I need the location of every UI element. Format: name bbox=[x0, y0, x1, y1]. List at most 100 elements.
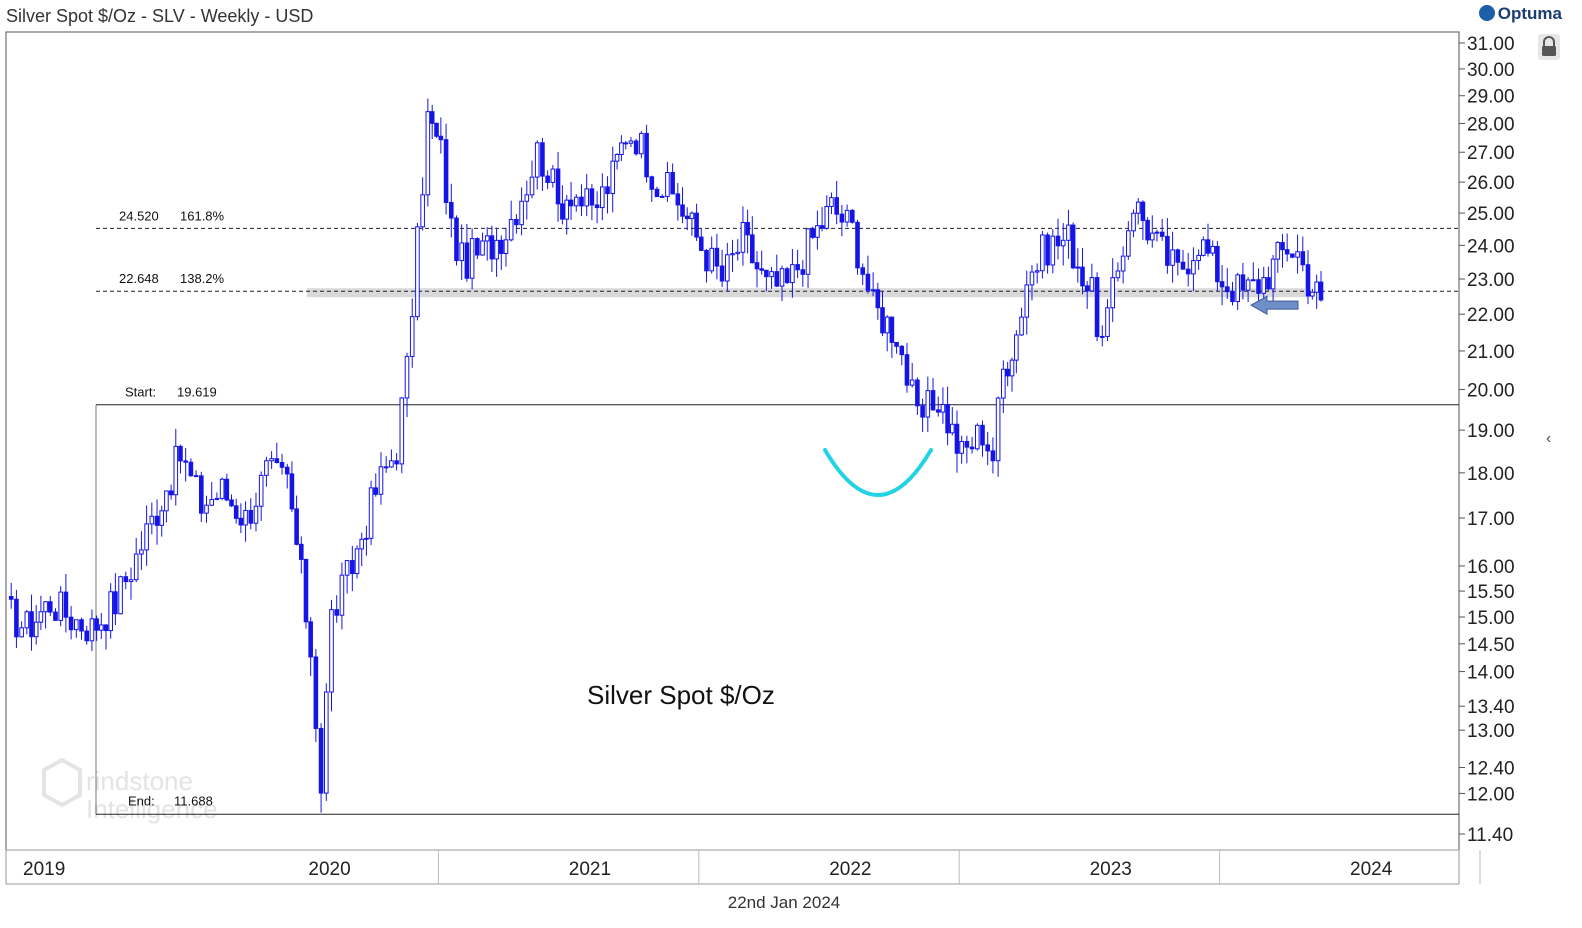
y-tick-label: 30.00 bbox=[1467, 60, 1515, 81]
candle-body bbox=[824, 205, 830, 229]
candle-body bbox=[84, 630, 90, 642]
candle-body bbox=[248, 509, 254, 524]
candle-body bbox=[1185, 268, 1191, 275]
candle-body bbox=[464, 242, 470, 279]
candle-body bbox=[529, 176, 535, 196]
annotations: 24.520 161.8% 22.648 138.2% Start: 19.619 End:… bbox=[119, 208, 1299, 808]
candle-body bbox=[74, 619, 79, 631]
candle-body bbox=[243, 509, 248, 526]
candle-body bbox=[740, 221, 746, 253]
y-tick-label: 15.00 bbox=[1467, 608, 1515, 629]
y-tick-label: 12.40 bbox=[1467, 759, 1515, 780]
candle-body bbox=[573, 196, 579, 207]
start-value: 19.619 bbox=[177, 385, 217, 400]
candle-body bbox=[1019, 316, 1024, 336]
candle-body bbox=[498, 239, 504, 255]
candle-body bbox=[58, 591, 63, 621]
candle-body bbox=[178, 445, 183, 462]
candle-body bbox=[779, 268, 785, 287]
candle-body bbox=[318, 727, 324, 794]
candle-body bbox=[540, 142, 545, 177]
candle-body bbox=[1154, 231, 1160, 234]
candle-body bbox=[1266, 277, 1271, 290]
candle-body bbox=[279, 461, 285, 468]
candle-body bbox=[238, 517, 244, 526]
candle-body bbox=[750, 234, 755, 264]
x-year-label: 2022 bbox=[829, 859, 871, 880]
candle-body bbox=[514, 218, 519, 226]
candle-body bbox=[964, 440, 970, 448]
candle-body bbox=[1005, 368, 1010, 377]
candle-body bbox=[434, 122, 439, 137]
candle-body bbox=[359, 538, 365, 550]
y-tick-label: 14.00 bbox=[1467, 663, 1515, 684]
candle-body bbox=[1075, 266, 1081, 269]
y-tick-label: 22.00 bbox=[1467, 305, 1515, 326]
candle-body bbox=[649, 176, 655, 190]
chevron-left-icon[interactable]: ‹ bbox=[1546, 430, 1552, 447]
candle-body bbox=[79, 619, 84, 632]
candle-body bbox=[33, 621, 39, 638]
x-year-label: 2024 bbox=[1350, 859, 1393, 880]
candle-body bbox=[274, 458, 280, 463]
end-label: End: bbox=[128, 793, 155, 808]
candle-body bbox=[844, 209, 850, 223]
candle-body bbox=[233, 505, 239, 519]
candle-body bbox=[113, 591, 118, 615]
candle-body bbox=[480, 240, 485, 256]
x-year-label: 2020 bbox=[308, 859, 350, 880]
candle-body bbox=[508, 218, 514, 241]
candle-body bbox=[489, 235, 495, 260]
chart-header-title: Silver Spot $/Oz - SLV - Weekly - USD bbox=[6, 6, 314, 26]
candle-body bbox=[209, 499, 215, 506]
fib-138-pct: 138.2% bbox=[180, 271, 225, 286]
candle-body bbox=[568, 199, 574, 207]
candle-body bbox=[850, 209, 855, 223]
y-tick-label: 27.00 bbox=[1467, 143, 1515, 164]
candle-body bbox=[159, 510, 165, 526]
candle-body bbox=[1149, 232, 1155, 241]
candle-body bbox=[53, 611, 58, 621]
candle-body bbox=[183, 460, 188, 463]
y-tick-label: 18.00 bbox=[1467, 464, 1515, 485]
candle-body bbox=[894, 341, 899, 347]
candle-body bbox=[995, 397, 1001, 462]
lock-icon[interactable] bbox=[1538, 34, 1560, 60]
candle-body bbox=[819, 225, 825, 229]
candle-body bbox=[1290, 253, 1295, 258]
candle-body bbox=[834, 197, 839, 215]
y-tick-label: 31.00 bbox=[1467, 34, 1515, 55]
candle-body bbox=[94, 618, 99, 631]
candle-body bbox=[855, 221, 860, 269]
left-arrow-icon bbox=[1249, 295, 1299, 316]
candle-body bbox=[350, 560, 355, 575]
candle-body bbox=[1009, 359, 1015, 377]
candle-body bbox=[600, 186, 605, 209]
candle-body bbox=[1135, 201, 1141, 214]
candle-body bbox=[43, 601, 48, 613]
candle-body bbox=[684, 215, 690, 220]
candle-body bbox=[1066, 224, 1071, 241]
x-year-label: 2019 bbox=[23, 859, 65, 880]
candle-body bbox=[339, 574, 345, 616]
candle-body bbox=[725, 254, 730, 282]
candle-body bbox=[1270, 258, 1276, 290]
candle-body bbox=[545, 175, 550, 183]
candle-body bbox=[1110, 277, 1116, 309]
candle-body bbox=[1219, 281, 1225, 288]
candle-body bbox=[193, 475, 199, 478]
candle-body bbox=[1256, 279, 1261, 294]
candle-body bbox=[378, 466, 384, 495]
watermark-line1: rindstone bbox=[86, 766, 193, 796]
candle-body bbox=[990, 450, 996, 462]
y-tick-label: 13.40 bbox=[1467, 697, 1515, 718]
candle-body bbox=[1205, 239, 1211, 254]
candle-body bbox=[1275, 242, 1281, 260]
candle-body bbox=[829, 197, 834, 207]
candle-body bbox=[974, 424, 980, 450]
candle-body bbox=[354, 548, 360, 575]
candle-body bbox=[754, 262, 760, 270]
candle-body bbox=[494, 239, 499, 260]
candle-body bbox=[644, 132, 649, 178]
